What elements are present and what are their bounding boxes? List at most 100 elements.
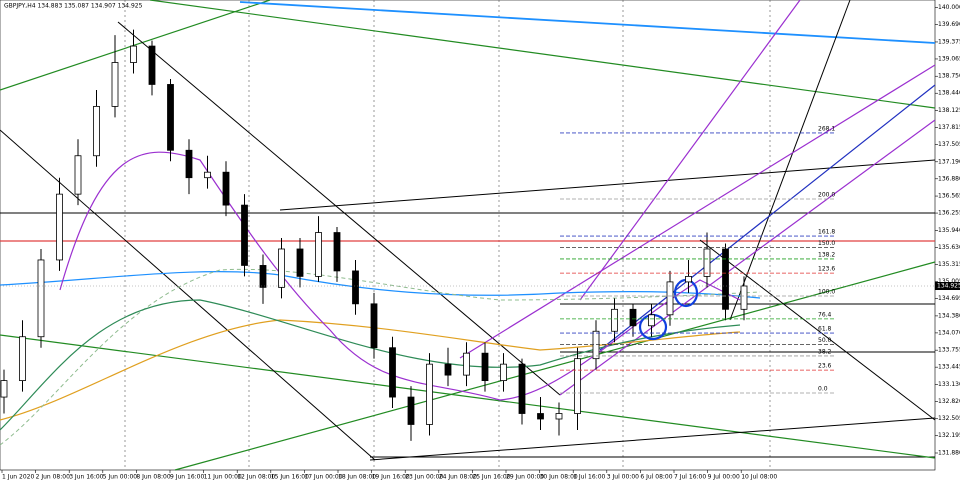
y-tick-label: 135.005 [938,278,960,285]
y-tick-label: 136.880 [938,175,960,182]
y-tick-label: 135.630 [938,244,960,251]
candle-body [19,336,26,382]
x-tick-label: 15 Jun 16:00 [271,474,309,481]
candle-body [37,259,45,338]
y-tick-label: 134.070 [938,329,960,336]
x-tick-label: 2 Jun 08:00 [36,474,70,481]
x-tick-label: 6 Jul 08:00 [640,474,672,481]
x-tick-label: 25 Jun 16:00 [472,474,510,481]
y-tick-label: 133.755 [938,347,960,354]
candle-body [555,413,563,420]
candle-body [111,62,119,107]
candle-body [167,84,174,151]
fib-label: 150.0 [818,240,835,247]
x-tick-label: 19 Jun 16:00 [372,474,410,481]
candle-body [352,270,359,305]
x-tick-label: 17 Jun 00:00 [304,474,342,481]
fib-label: 138.2 [818,251,835,258]
y-tick-label: 136.255 [938,210,960,217]
y-tick-label: 137.190 [938,158,960,165]
y-tick-label: 135.315 [938,261,960,268]
x-tick-label: 8 Jun 08:00 [136,474,170,481]
candle-body [574,358,581,414]
candle-body [740,285,748,310]
candle-body [296,248,304,277]
price-label: 134.925 [937,283,960,290]
candle-body [444,363,452,376]
candle-body [370,303,378,349]
y-tick-label: 134.695 [938,295,960,302]
candle-body [426,363,433,425]
candle-body [222,171,230,206]
y-tick-label: 132.505 [938,415,960,422]
fib-label: 61.8 [818,326,832,333]
candle-body [389,347,396,398]
x-tick-label: 30 Jun 08:00 [540,474,578,481]
y-tick-label: 137.505 [938,141,960,148]
candle-body [592,330,600,360]
fib-label: 23.6 [818,363,832,370]
x-tick-label: 23 Jun 00:00 [405,474,443,481]
candle-body [648,314,655,327]
y-tick-label: 135.940 [938,227,960,234]
x-tick-label: 3 Jul 00:00 [607,474,639,481]
y-tick-label: 137.815 [938,124,960,131]
candle-body [703,248,711,277]
x-tick-label: 5 Jun 00:00 [103,474,137,481]
price-box [935,282,960,291]
candle-body [629,308,637,327]
fib-label: 50.0 [818,337,832,344]
candle-body [74,155,82,195]
candle-body [278,248,285,288]
candle-body [315,232,322,277]
x-tick-label: 9 Jun 16:00 [170,474,204,481]
candle-body [130,45,137,63]
x-tick-label: 12 Jun 08:00 [237,474,275,481]
y-tick-label: 139.065 [938,55,960,62]
fib-label: 268.1 [818,125,835,132]
candle-body [204,171,211,179]
candle-body [685,276,692,283]
candle-body [611,308,618,332]
y-tick-label: 140.000 [938,4,960,11]
y-tick-label: 134.380 [938,312,960,319]
candle-body [407,396,415,425]
x-tick-label: 24 Jun 08:00 [439,474,477,481]
chart-title: GBPJPY,H4 134.883 135.087 134.907 134.92… [4,3,143,10]
drawings [0,0,936,471]
x-tick-label: 7 Jul 16:00 [674,474,706,481]
x-tick-label: 11 Jun 00:00 [204,474,242,481]
candle-body [722,248,729,310]
candle-body [500,363,507,382]
candle-body [463,352,470,376]
candle-body [241,204,248,266]
candle-body [0,380,8,398]
period-separators [124,0,771,470]
x-tick-label: 1 Jul 16:00 [573,474,605,481]
y-tick-label: 139.690 [938,21,960,28]
y-tick-label: 131.880 [938,449,960,456]
y-tick-label: 138.440 [938,90,960,97]
fib-label: 200.0 [818,192,835,199]
candle-body [518,363,526,414]
x-tick-label: 10 Jul 08:00 [741,474,777,481]
candle-body [148,45,156,85]
fib-label: 38.2 [818,348,832,355]
y-tick-label: 138.125 [938,107,960,114]
y-tick-label: 132.195 [938,432,960,439]
y-tick-label: 136.565 [938,193,960,200]
y-tick-label: 138.750 [938,73,960,80]
fib-label: 100.0 [818,289,835,296]
plot-frame [0,0,936,471]
fib-label: 76.4 [818,311,832,318]
candle-body [259,265,267,288]
x-tick-label: 9 Jul 00:00 [708,474,740,481]
y-tick-label: 139.375 [938,38,960,45]
y-tick-label: 132.820 [938,398,960,405]
y-tick-label: 133.130 [938,381,960,388]
y-tick-label: 133.445 [938,364,960,371]
candle-body [93,105,100,157]
candle-body [666,281,674,316]
